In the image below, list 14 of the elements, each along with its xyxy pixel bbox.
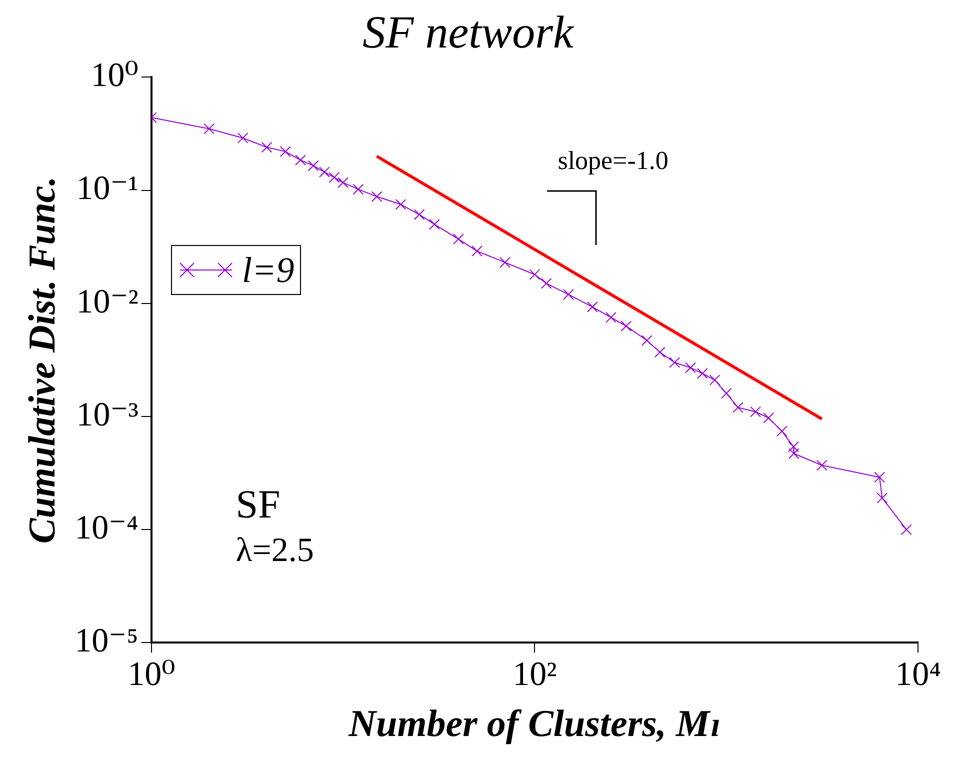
y-tick-label: 10⁰ (90, 57, 138, 94)
y-tick-label: 10⁻³ (76, 396, 138, 434)
legend-label: l=9 (242, 249, 294, 292)
annotation: SF (236, 481, 280, 526)
chart-title: SF network (362, 6, 575, 58)
y-axis-title: Cumulative Dist. Func. (22, 176, 64, 544)
y-tick-label: 10⁻⁴ (74, 509, 138, 546)
x-tick-label: 10⁴ (895, 656, 941, 693)
y-tick-label: 10⁻² (76, 283, 138, 320)
y-tick-label: 10⁻¹ (76, 170, 138, 208)
x-axis-title: Number of Clusters, Mₗ (348, 703, 721, 746)
annotation: λ=2.5 (236, 532, 314, 570)
annotation: slope=-1.0 (558, 146, 668, 175)
x-tick-label: 10² (512, 656, 557, 693)
